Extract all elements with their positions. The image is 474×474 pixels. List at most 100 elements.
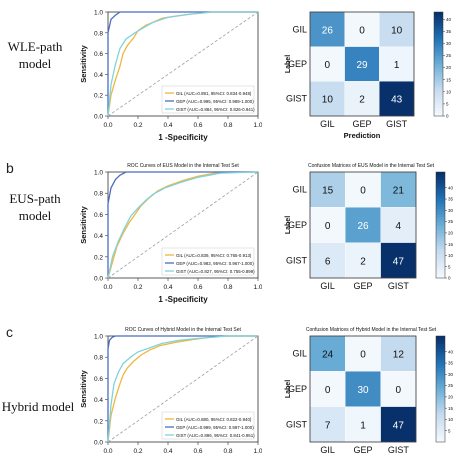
colorbar-segment — [434, 90, 443, 93]
colorbar-segment — [436, 373, 445, 377]
y-tick-label: 0.0 — [94, 440, 103, 447]
x-category-label: GEP — [353, 445, 372, 455]
colorbar-segment — [436, 418, 445, 422]
colorbar-segment — [434, 40, 443, 44]
colorbar-segment — [436, 190, 445, 194]
y-axis-label: Label — [285, 55, 292, 73]
colorbar-segment — [436, 343, 445, 347]
colorbar-segment — [436, 243, 445, 247]
colorbar-segment — [436, 267, 445, 271]
colorbar-segment — [434, 79, 443, 83]
heatmap-cell — [344, 81, 380, 117]
colorbar-segment — [436, 431, 445, 435]
colorbar-segment — [436, 375, 445, 379]
colorbar-segment — [434, 27, 443, 31]
heatmap-cell — [380, 335, 417, 372]
colorbar-segment — [436, 354, 445, 358]
y-axis-label: Sensitivity — [79, 369, 88, 407]
cell-value: 1 — [394, 60, 400, 71]
x-tick-label: 0.2 — [133, 448, 142, 455]
x-tick-label: 0.6 — [193, 122, 202, 129]
colorbar-segment — [436, 365, 445, 369]
cell-value: 10 — [322, 95, 334, 106]
heatmap-cell — [379, 11, 415, 47]
colorbar-segment — [436, 209, 445, 213]
cell-value: 47 — [393, 420, 405, 431]
x-axis-label: Prediction — [344, 131, 381, 140]
colorbar-tick-label: 20 — [448, 230, 454, 235]
legend-entry: GIL (AUC=0.891, 95%CI: 0.834-0.948) — [176, 91, 252, 96]
colorbar-segment — [434, 77, 443, 80]
y-axis-label: Sensitivity — [79, 205, 88, 243]
colorbar-segment — [434, 12, 443, 15]
y-tick-label: 0.4 — [94, 397, 103, 404]
matrix-frame — [309, 171, 417, 279]
x-category-label: GIL — [320, 445, 335, 455]
x-tick-label: 0.4 — [163, 284, 172, 291]
confusion-matrix-wle: 26 0 10 0 29 1 10 2 43 GIL GIL GEP GEP GIST GIST Predic… — [285, 11, 452, 140]
colorbar-segment — [434, 105, 443, 109]
heatmap-cell — [344, 46, 380, 82]
heatmap-cell — [309, 171, 346, 208]
y-tick-label: 0.2 — [94, 418, 103, 425]
colorbar-segment — [436, 230, 445, 234]
colorbar-tick-label: 20 — [448, 394, 454, 399]
colorbar-segment — [436, 391, 445, 395]
row-label-wle-path: WLE-path model — [2, 38, 68, 72]
colorbar-tick-label: 10 — [446, 89, 452, 94]
colorbar-tick-label: 10 — [448, 417, 454, 422]
cell-value: 30 — [357, 385, 369, 396]
colorbar-segment — [434, 110, 443, 114]
colorbar-segment — [436, 235, 445, 239]
cell-value: 26 — [357, 221, 369, 232]
colorbar-segment — [436, 412, 445, 416]
colorbar-segment — [434, 92, 443, 96]
x-axis-label: 1 -Specificity — [158, 133, 208, 142]
row-label-hybrid: Hybrid model — [0, 398, 76, 415]
colorbar-segment — [436, 179, 445, 183]
row-label-line: EUS-path — [9, 191, 61, 206]
colorbar-segment — [436, 383, 445, 387]
legend-entry: GEP (AUC=0.999, 95%CI: 0.997-1.000) — [176, 425, 254, 430]
colorbar-segment — [436, 193, 445, 197]
y-category-label: GIL — [292, 185, 307, 195]
colorbar-tick-label: 25 — [446, 53, 452, 58]
colorbar-segment — [434, 45, 443, 49]
cell-value: 0 — [359, 25, 365, 36]
row-label-line: model — [18, 56, 52, 71]
colorbar-segment — [436, 367, 445, 371]
heatmap-cell — [309, 371, 346, 407]
colorbar-segment — [434, 48, 443, 52]
x-tick-label: 0.4 — [163, 448, 172, 455]
cell-value: 2 — [359, 95, 365, 106]
colorbar-tick-label: 40 — [448, 349, 454, 354]
row-label-line: model — [18, 208, 52, 223]
colorbar-tick-label: 40 — [446, 17, 452, 22]
colorbar-tick-label: 30 — [446, 41, 452, 46]
colorbar-segment — [434, 30, 443, 34]
colorbar-segment — [434, 56, 443, 60]
colorbar-tick-label: 20 — [446, 65, 452, 70]
y-axis-label: Sensitivity — [79, 44, 88, 82]
colorbar-segment — [436, 198, 445, 202]
row-wle-path: WLE-path model 0.0 0.2 0.4 0.6 0.8 1.0 0.0 0.2 0… — [0, 0, 474, 148]
y-category-label: GIST — [286, 94, 308, 104]
colorbar-tick-label: 5 — [448, 264, 451, 269]
colorbar-segment — [436, 370, 445, 374]
colorbar-segment — [436, 351, 445, 355]
colorbar-segment — [434, 74, 443, 78]
colorbar-segment — [436, 222, 445, 226]
confusion-matrix-hybrid: Confusion Matrices of Hybrid Model in th… — [285, 327, 454, 455]
row-label-line: Hybrid model — [1, 399, 75, 414]
heatmap-cell — [309, 335, 346, 372]
legend-entry: GEP (AUC=0.995, 95%CI: 0.989-1.000) — [176, 99, 254, 104]
matrix-frame — [309, 335, 417, 443]
colorbar-segment — [436, 359, 445, 363]
colorbar-tick-label: 25 — [448, 219, 454, 224]
colorbar — [435, 335, 446, 443]
colorbar-segment — [436, 275, 445, 279]
legend-entry: GIST (AUC=0.884, 95%CI: 0.826-0.941) — [176, 107, 255, 112]
colorbar-segment — [434, 87, 443, 91]
colorbar-segment — [436, 187, 445, 191]
x-category-label: GIST — [388, 445, 410, 455]
